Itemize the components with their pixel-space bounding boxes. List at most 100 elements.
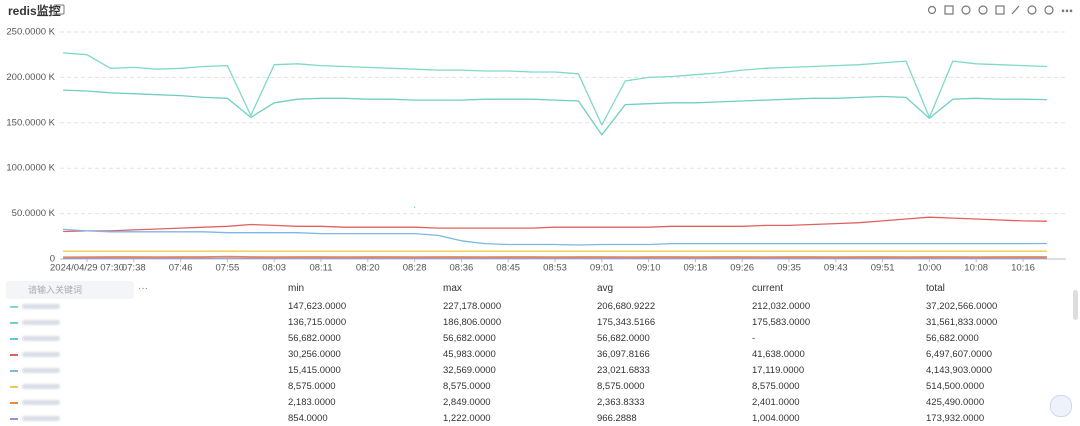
x-tick-label: 07:55 — [216, 263, 240, 274]
series-name — [22, 368, 60, 373]
refresh-icon[interactable] — [1045, 6, 1053, 14]
x-tick-label: 08:03 — [262, 263, 286, 274]
x-tick-label: 08:36 — [450, 263, 474, 274]
settings-icon[interactable] — [962, 6, 970, 14]
legend-swatch — [10, 322, 18, 324]
table-cell: 36,097.8166 — [597, 349, 650, 360]
table-cell: 175,583.0000 — [752, 317, 810, 328]
table-cell: 56,682.0000 — [926, 333, 979, 344]
x-tick-label: 09:51 — [871, 263, 895, 274]
table-cell: 31,561,833.0000 — [926, 317, 997, 328]
edit-icon[interactable] — [1012, 6, 1019, 14]
table-cell: 8,575.0000 — [597, 381, 645, 392]
x-tick-label: 08:45 — [496, 263, 520, 274]
series-name — [22, 320, 60, 325]
table-cell: 4,143,903.0000 — [926, 365, 992, 376]
series-line — [64, 229, 1047, 245]
series-name — [22, 384, 60, 389]
legend-swatch — [10, 418, 18, 420]
table-row: 8,575.0000 8,575.0000 8,575.0000 8,575.0000… — [0, 378, 1070, 394]
x-tick-label: 09:26 — [730, 263, 754, 274]
table-row: 147,623.0000 227,178.0000 206,680.9222 212,… — [0, 298, 1070, 314]
table-row: 30,256.0000 45,983.0000 36,097.8166 41,638.… — [0, 346, 1070, 362]
toolbar: ··· — [929, 3, 1074, 17]
table-cell: 37,202,566.0000 — [926, 301, 997, 312]
table-cell: 8,575.0000 — [288, 381, 336, 392]
table-cell: - — [752, 333, 755, 344]
y-tick-label: 50.0000 K — [12, 208, 56, 219]
series-name — [22, 400, 60, 405]
legend-swatch — [10, 386, 18, 388]
series-line — [64, 217, 1047, 231]
x-tick-label: 08:28 — [403, 263, 427, 274]
series-line — [64, 53, 1047, 125]
more-icon[interactable]: ··· — [1061, 3, 1073, 17]
bell-icon[interactable] — [929, 7, 936, 14]
fullscreen-icon[interactable] — [996, 6, 1004, 14]
series-name — [22, 336, 60, 341]
x-tick-label: 09:10 — [637, 263, 661, 274]
series-name — [22, 352, 60, 357]
legend-swatch — [10, 306, 18, 308]
y-tick-label: 100.0000 K — [6, 163, 55, 174]
column-header[interactable]: min — [288, 283, 304, 294]
table-cell: 514,500.0000 — [926, 381, 984, 392]
table-cell: 32,569.0000 — [443, 365, 496, 376]
x-tick-label: 2024/04/29 07:30 — [50, 263, 124, 274]
table-cell: 17,119.0000 — [752, 365, 804, 376]
locate-icon[interactable] — [1028, 6, 1036, 14]
filter-icon[interactable] — [945, 6, 953, 14]
x-tick-label: 09:43 — [824, 263, 848, 274]
table-cell: 8,575.0000 — [443, 381, 491, 392]
table-cell: 2,183.0000 — [288, 397, 336, 408]
table-cell: 147,623.0000 — [288, 301, 346, 312]
x-tick-label: 07:38 — [122, 263, 146, 274]
table-cell: 206,680.9222 — [597, 301, 655, 312]
table-cell: 56,682.0000 — [288, 333, 341, 344]
legend-swatch — [10, 402, 18, 404]
x-tick-label: 08:53 — [543, 263, 567, 274]
x-tick-label: 10:16 — [1011, 263, 1035, 274]
table-row: 136,715.0000 186,806.0000 175,343.5166 175,… — [0, 314, 1070, 330]
x-tick-label: 09:18 — [684, 263, 708, 274]
table-cell: 41,638.0000 — [752, 349, 805, 360]
column-header[interactable]: avg — [597, 283, 613, 294]
table-cell: 8,575.0000 — [752, 381, 800, 392]
series-line — [64, 90, 1047, 135]
calendar-icon[interactable] — [54, 5, 64, 14]
table-cell: 45,983.0000 — [443, 349, 496, 360]
table-cell: 175,343.5166 — [597, 317, 655, 328]
scrollbar[interactable] — [1073, 290, 1078, 320]
table-cell: 186,806.0000 — [443, 317, 501, 328]
more-button[interactable]: ··· — [138, 283, 148, 294]
theme-icon[interactable] — [979, 6, 987, 14]
table-cell: 227,178.0000 — [443, 301, 501, 312]
x-tick-label: 09:35 — [777, 263, 801, 274]
x-tick-label: 08:20 — [356, 263, 380, 274]
table-row: 56,682.0000 56,682.0000 56,682.0000 - 56,682… — [0, 330, 1070, 346]
legend-swatch — [10, 370, 18, 372]
table-cell: 30,256.0000 — [288, 349, 341, 360]
search-box[interactable]: 请输入关键词 — [6, 281, 134, 299]
table-cell: 2,401.0000 — [752, 397, 800, 408]
table-cell: 6,497,607.0000 — [926, 349, 992, 360]
series-line — [64, 256, 1047, 257]
x-tick-label: 10:00 — [918, 263, 942, 274]
column-header[interactable]: current — [752, 283, 783, 294]
table-cell: 425,490.0000 — [926, 397, 984, 408]
column-header[interactable]: max — [443, 283, 462, 294]
x-tick-label: 10:08 — [964, 263, 988, 274]
table-cell: 56,682.0000 — [597, 333, 650, 344]
legend-swatch — [10, 354, 18, 356]
y-tick-label: 250.0000 K — [6, 27, 55, 38]
column-header[interactable]: total — [926, 283, 945, 294]
table-cell: 136,715.0000 — [288, 317, 346, 328]
x-tick-label: 09:01 — [590, 263, 614, 274]
table-cell: 56,682.0000 — [443, 333, 496, 344]
table-cell: 2,849.0000 — [443, 397, 491, 408]
table-cell: 212,032.0000 — [752, 301, 810, 312]
